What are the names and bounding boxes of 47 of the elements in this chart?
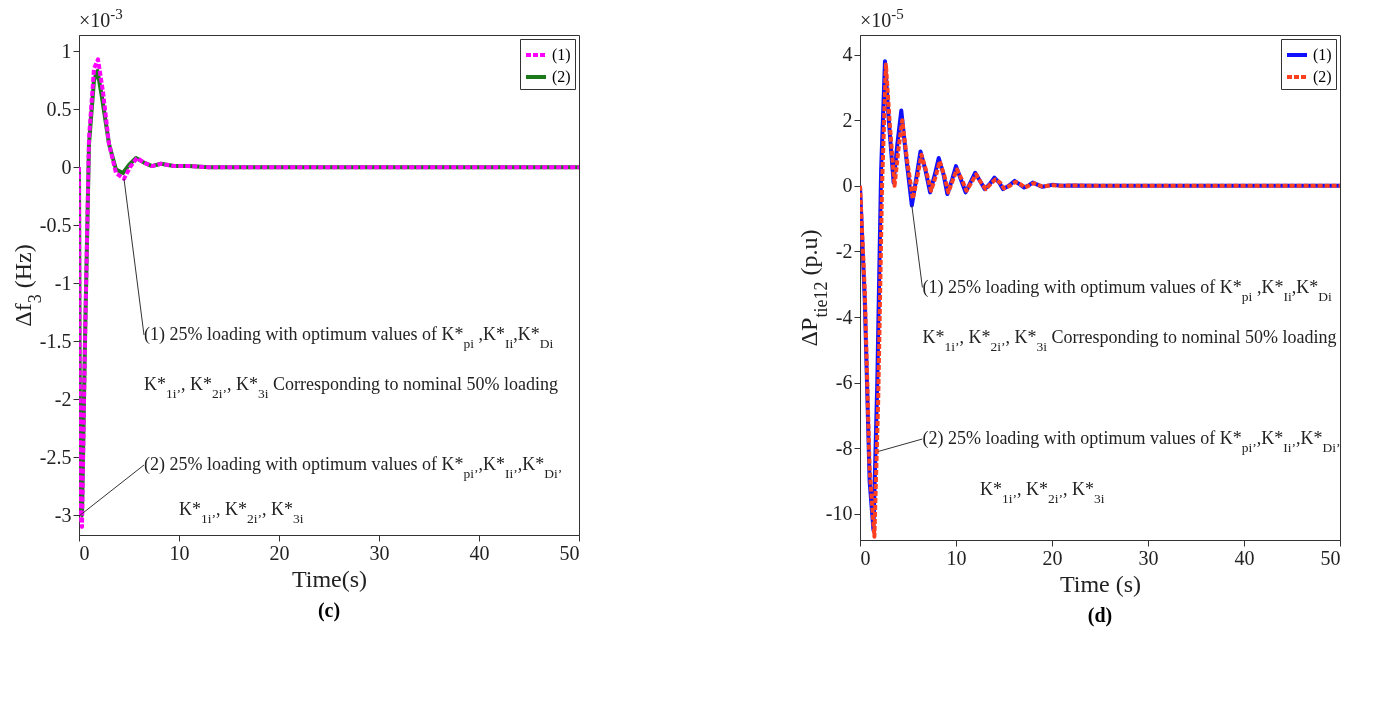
y-tick-label: -2 [835, 239, 853, 262]
text: (c) [317, 599, 341, 622]
x-tick-label: 0 [860, 546, 871, 569]
y-tick-label: 2 [842, 108, 853, 131]
y-tick-label: -2 [54, 387, 72, 410]
legend-label: (2) [1313, 68, 1332, 86]
x-tick-label: 40 [1234, 546, 1255, 569]
text: ×10$^{-3}$ [79, 6, 123, 31]
x-tick-label: 30 [369, 541, 390, 564]
y-tick-label: -10 [825, 502, 853, 525]
annotation: K*$_{1i’}$, K*$_{2i’}$, K*$_{3i}$ Corresponding to nominal 50% loading [922, 327, 1337, 354]
x-tick-label: 10 [946, 546, 967, 569]
y-tick-label: 1 [61, 39, 72, 62]
legend-label: (1) [552, 46, 571, 64]
y-tick-label: 4 [842, 43, 853, 66]
legend-label: (2) [552, 68, 571, 86]
x-tick-label: 20 [1042, 546, 1063, 569]
x-tick-label: 40 [469, 541, 490, 564]
y-tick-label: -4 [835, 305, 853, 328]
y-tick-label: 0 [842, 174, 853, 197]
annotation: (2) 25% loading with optimum values of K*$_{pi’}$,K*$_{Ii’}$,K*$_{Di’}$ [144, 454, 563, 481]
annotation: (1) 25% loading with optimum values of K*$_{pi}$ ,K*$_{Ii}$,K*$_{Di}$ [144, 324, 554, 351]
x-tick-label: 50 [1320, 546, 1341, 569]
x-tick-label: 10 [169, 541, 190, 564]
annotation: K*$_{1i’}$, K*$_{2i’}$, K*$_{3i}$ Corresponding to nominal 50% loading [144, 374, 558, 401]
y-tick-label: -2.5 [39, 445, 72, 468]
x-tick-label: 30 [1138, 546, 1159, 569]
x-axis-title: Time (s) [1059, 570, 1142, 597]
y-tick-label: -1.5 [39, 329, 72, 352]
annotation: (1) 25% loading with optimum values of K*$_{pi}$ ,K*$_{Ii}$,K*$_{Di}$ [922, 276, 1332, 303]
y-tick-label: -3 [54, 503, 72, 526]
y-tick-label: -1 [54, 271, 72, 294]
y-tick-label: 0 [61, 155, 72, 178]
x-tick-label: 20 [269, 541, 290, 564]
annotation: (2) 25% loading with optimum values of K*$_{pi’}$,K*$_{Ii’}$,K*$_{Di’}$ [922, 428, 1341, 455]
y-tick-label: -8 [835, 436, 853, 459]
annotation: K*$_{1i’}$, K*$_{2i’}$, K*$_{3i}$ [179, 499, 304, 526]
y-tick-label: -6 [835, 371, 853, 394]
text: (d) [1087, 604, 1113, 627]
y-tick-label: 0.5 [46, 97, 72, 120]
x-tick-label: 0 [79, 541, 90, 564]
legend-label: (1) [1313, 46, 1332, 64]
x-tick-label: 50 [559, 541, 580, 564]
text: ×10$^{-5}$ [860, 6, 904, 31]
y-tick-label: -0.5 [39, 213, 72, 236]
x-axis-title: Time(s) [291, 565, 368, 592]
annotation: K*$_{1i’}$, K*$_{2i’}$, K*$_{3i}$ [980, 478, 1105, 505]
